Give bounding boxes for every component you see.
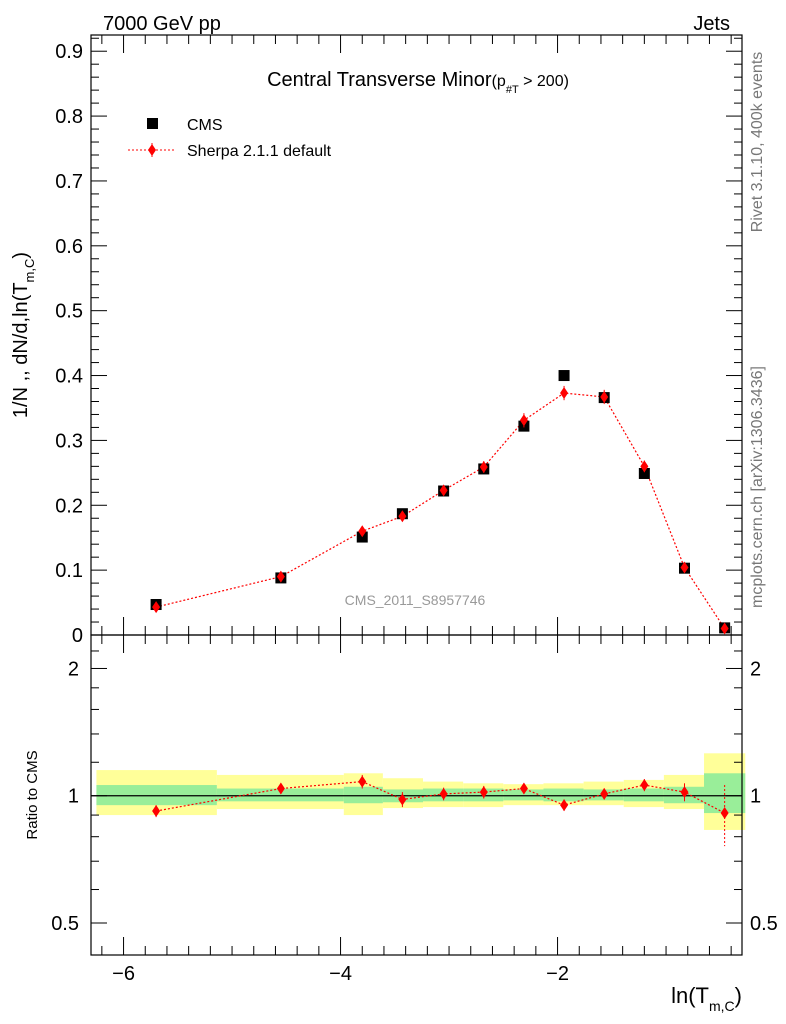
- ratio-sherpa-point: [640, 779, 649, 792]
- ratio-inner-band: [543, 788, 584, 802]
- ratio-sherpa-point: [600, 787, 609, 800]
- main-y-tick-label: 0.2: [55, 495, 83, 517]
- ratio-panel: 0.5 0.5 1 1 2 2 −6 −4 −2 Ratio to CMS ln(Tm,C): [24, 634, 778, 1014]
- ratio-sherpa-point: [519, 782, 528, 795]
- ratio-sherpa-point: [560, 799, 569, 812]
- chart-title-cut-sub: #T: [506, 84, 519, 96]
- ratio-sherpa-point: [276, 782, 285, 795]
- x-label-main: ln(T: [671, 983, 709, 1008]
- legend-cms-marker: [147, 118, 158, 129]
- ratio-sherpa-point: [398, 793, 407, 806]
- main-y-tick-label: 0: [72, 625, 83, 647]
- chart-title-cut-suffix: > 200): [519, 73, 569, 90]
- main-y-axis-label: 1/N ,, dN/d,ln(Tm,C): [10, 252, 37, 418]
- ratio-ticks: 0.5 0.5 1 1 2 2 −6 −4 −2: [51, 635, 778, 985]
- x-label-sub: m,C: [709, 998, 735, 1014]
- main-y-label-close: ): [10, 252, 32, 259]
- x-label-close: ): [735, 983, 742, 1008]
- ratio-sherpa-point: [680, 786, 689, 799]
- sherpa-point: [152, 601, 161, 614]
- main-data-layer: [150, 370, 731, 635]
- ratio-y-tick-label-right: 0.5: [750, 913, 778, 935]
- ratio-data-layer: [91, 753, 746, 847]
- ratio-frame: [90, 634, 743, 956]
- ratio-y-tick-label: 0.5: [51, 913, 79, 935]
- main-y-tick-label: 0.5: [55, 301, 83, 323]
- ratio-inner-band: [96, 785, 217, 806]
- cms-point: [638, 467, 650, 479]
- ratio-inner-band: [503, 789, 544, 801]
- ratio-sherpa-point: [358, 775, 367, 788]
- sherpa-point: [640, 460, 649, 473]
- main-y-tick-label: 0.9: [55, 41, 83, 63]
- legend-cms-label: CMS: [187, 117, 223, 134]
- sherpa-line: [155, 392, 726, 629]
- legend: CMS Sherpa 2.1.1 default: [128, 117, 332, 160]
- x-tick-label: −4: [329, 963, 352, 985]
- ratio-y-tick-label: 2: [68, 658, 79, 680]
- main-y-tick-label: 0.8: [55, 106, 83, 128]
- ratio-inner-band: [216, 788, 344, 802]
- sherpa-point: [439, 484, 448, 497]
- process-label: Jets: [693, 13, 730, 35]
- rivet-label: Rivet 3.1.10, 400k events: [749, 52, 766, 233]
- sherpa-point: [519, 414, 528, 427]
- sherpa-point: [560, 387, 569, 400]
- x-tick-label: −2: [546, 963, 569, 985]
- main-panel: 0 0.1 0.2 0.3 0.4 0.5 0.6 0.7 0.8 0.9 CMS_2011_S8…: [10, 34, 743, 647]
- chart-title-cut-prefix: (p: [492, 73, 506, 90]
- legend-sherpa-label: Sherpa 2.1.1 default: [187, 143, 332, 160]
- cms-point: [558, 370, 570, 382]
- x-axis-label: ln(Tm,C): [671, 983, 742, 1014]
- ratio-y-tick-label-right: 1: [750, 786, 761, 808]
- sherpa-point: [479, 461, 488, 473]
- ratio-sherpa-point: [152, 805, 161, 818]
- main-y-tick-label: 0.6: [55, 236, 83, 258]
- ratio-inner-band: [623, 788, 664, 802]
- ratio-sherpa-point: [479, 786, 488, 799]
- sherpa-point: [600, 390, 609, 403]
- sherpa-point: [398, 510, 407, 523]
- main-y-tick-label: 0.4: [55, 366, 83, 388]
- chart-title: Central Transverse Minor(p#T > 200): [267, 69, 569, 96]
- ratio-inner-band: [343, 786, 383, 804]
- ratio-sherpa-point: [720, 807, 729, 820]
- legend-sherpa-marker: [148, 144, 156, 156]
- sherpa-point: [720, 622, 729, 635]
- x-tick-label: −6: [112, 963, 135, 985]
- main-y-tick-label: 0.3: [55, 430, 83, 452]
- chart-title-main: Central Transverse Minor: [267, 69, 492, 91]
- main-ticks: 0 0.1 0.2 0.3 0.4 0.5 0.6 0.7 0.8 0.9: [55, 35, 742, 647]
- sherpa-point: [358, 525, 367, 538]
- main-y-tick-label: 0.7: [55, 171, 83, 193]
- sherpa-point: [276, 570, 285, 583]
- main-y-label-main: 1/N ,, dN/d,ln(T: [10, 282, 32, 418]
- ratio-y-tick-label-right: 2: [750, 658, 761, 680]
- main-y-tick-label: 0.1: [55, 560, 83, 582]
- sherpa-point: [680, 561, 689, 574]
- ratio-y-tick-label: 1: [68, 786, 79, 808]
- analysis-watermark: CMS_2011_S8957746: [345, 592, 486, 608]
- source-label: mcplots.cern.ch [arXiv:1306.3436]: [749, 366, 766, 608]
- ratio-sherpa-point: [439, 787, 448, 800]
- ratio-y-axis-label: Ratio to CMS: [24, 750, 41, 839]
- energy-label: 7000 GeV pp: [103, 13, 221, 35]
- main-y-label-sub: m,C: [22, 259, 37, 283]
